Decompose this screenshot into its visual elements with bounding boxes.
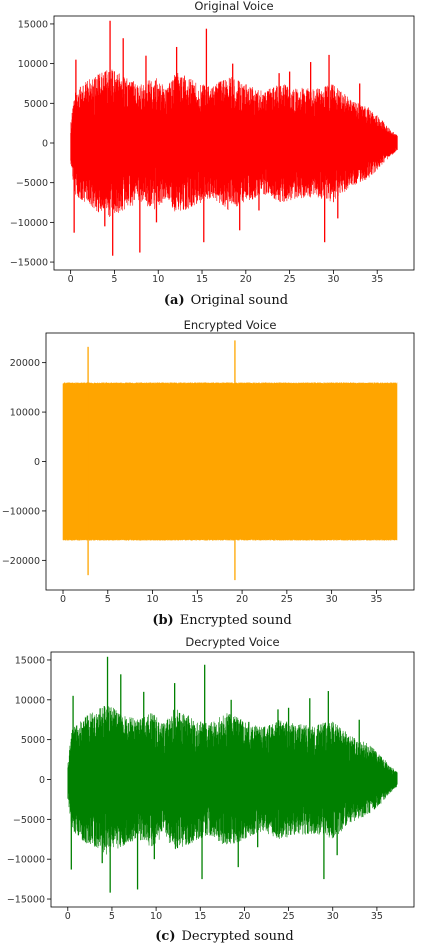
y-tick-label: −20000: [2, 556, 40, 567]
x-tick-label: 25: [283, 911, 295, 922]
x-tick-label: 15: [194, 911, 206, 922]
x-tick-label: 10: [152, 274, 164, 285]
x-tick-label: 15: [191, 594, 203, 605]
x-tick-label: 20: [236, 594, 248, 605]
x-tick-label: 20: [240, 274, 252, 285]
x-tick-label: 10: [150, 911, 162, 922]
y-tick-label: 10000: [15, 695, 45, 706]
caption-text: Decrypted sound: [182, 929, 294, 944]
x-tick-label: 5: [111, 274, 117, 285]
y-tick-label: −10000: [2, 506, 40, 517]
y-tick-label: 10000: [18, 59, 48, 70]
y-tick-label: 20000: [10, 358, 40, 369]
caption-text: Original sound: [191, 293, 289, 308]
x-tick-label: 5: [105, 594, 111, 605]
chart-caption: (b) Encrypted sound: [152, 613, 291, 628]
caption-label: (c): [155, 929, 175, 944]
x-tick-label: 25: [281, 594, 293, 605]
x-tick-label: 0: [68, 274, 74, 285]
caption-text: Encrypted sound: [180, 613, 292, 628]
y-tick-label: 15000: [18, 19, 48, 30]
chart-title: Decrypted Voice: [185, 635, 279, 649]
y-tick-label: 5000: [24, 99, 48, 110]
y-tick-label: 0: [42, 139, 48, 150]
y-tick-label: 0: [34, 457, 40, 468]
y-tick-label: −5000: [13, 815, 45, 826]
waveform-body-1: [63, 385, 397, 538]
y-tick-label: −15000: [10, 258, 48, 269]
chart-caption: (a) Original sound: [164, 293, 288, 308]
y-tick-label: 10000: [10, 408, 40, 419]
y-tick-label: −10000: [7, 855, 45, 866]
x-tick-label: 35: [371, 274, 383, 285]
y-tick-label: −15000: [7, 895, 45, 906]
chart-title: Encrypted Voice: [184, 318, 277, 332]
chart-caption: (c) Decrypted sound: [155, 929, 293, 944]
y-tick-label: −5000: [16, 178, 48, 189]
x-tick-label: 35: [371, 911, 383, 922]
x-tick-label: 25: [284, 274, 296, 285]
x-tick-label: 35: [370, 594, 382, 605]
y-tick-label: 15000: [15, 655, 45, 666]
x-tick-label: 15: [196, 274, 208, 285]
x-tick-label: 30: [326, 594, 338, 605]
y-tick-label: −10000: [10, 218, 48, 229]
x-tick-label: 30: [327, 911, 339, 922]
x-tick-label: 0: [60, 594, 66, 605]
chart-title: Original Voice: [194, 0, 273, 13]
x-tick-label: 5: [109, 911, 115, 922]
caption-label: (b): [152, 613, 173, 628]
x-tick-label: 10: [147, 594, 159, 605]
x-tick-label: 20: [238, 911, 250, 922]
caption-label: (a): [164, 293, 185, 308]
y-tick-label: 5000: [21, 735, 45, 746]
x-tick-label: 0: [65, 911, 71, 922]
x-tick-label: 30: [327, 274, 339, 285]
y-tick-label: 0: [39, 775, 45, 786]
